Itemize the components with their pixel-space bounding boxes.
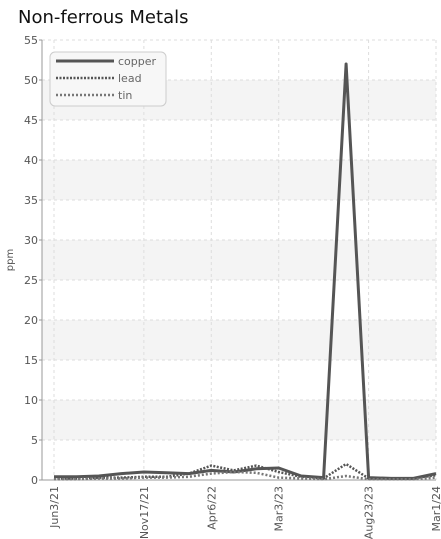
y-tick-label: 10 <box>24 394 38 407</box>
y-tick-label: 50 <box>24 74 38 87</box>
x-tick-label: Jun3/21 <box>48 486 61 529</box>
x-tick-label: Apr6/22 <box>205 486 218 530</box>
chart-gridlines <box>42 39 437 481</box>
grid-band <box>42 160 436 200</box>
x-tick-label: Mar1/24 <box>430 486 441 531</box>
chart-series <box>54 62 437 481</box>
series-line-lead <box>54 462 437 480</box>
x-tick-label: Nov17/21 <box>138 486 151 539</box>
chart-legend: copper lead tin <box>49 51 167 107</box>
chart-title: Non-ferrous Metals <box>18 7 189 28</box>
legend-label-lead: lead <box>118 72 142 85</box>
y-tick-label: 25 <box>24 274 38 287</box>
y-axis-ticks: 0 5 10 15 20 25 30 35 40 45 50 55 <box>24 34 42 487</box>
y-tick-label: 40 <box>24 154 38 167</box>
y-tick-label: 30 <box>24 234 38 247</box>
y-tick-label: 55 <box>24 34 38 47</box>
grid-band <box>42 400 436 440</box>
grid-band <box>42 240 436 280</box>
legend-label-copper: copper <box>118 55 157 68</box>
grid-band <box>42 320 436 360</box>
x-tick-label: Aug23/23 <box>363 486 376 539</box>
y-tick-label: 15 <box>24 354 38 367</box>
y-tick-label: 0 <box>31 474 38 487</box>
x-axis-ticks: Jun3/21 Nov17/21 Apr6/22 Mar3/23 Aug23/23 Mar… <box>48 486 441 539</box>
legend-label-tin: tin <box>118 89 132 102</box>
y-axis-label: ppm <box>5 249 16 271</box>
y-tick-label: 45 <box>24 114 38 127</box>
chart-background-bands <box>42 80 436 440</box>
legend-box <box>49 51 167 107</box>
y-tick-label: 20 <box>24 314 38 327</box>
x-tick-label: Mar3/23 <box>273 486 286 531</box>
y-tick-label: 35 <box>24 194 38 207</box>
y-tick-label: 5 <box>31 434 38 447</box>
